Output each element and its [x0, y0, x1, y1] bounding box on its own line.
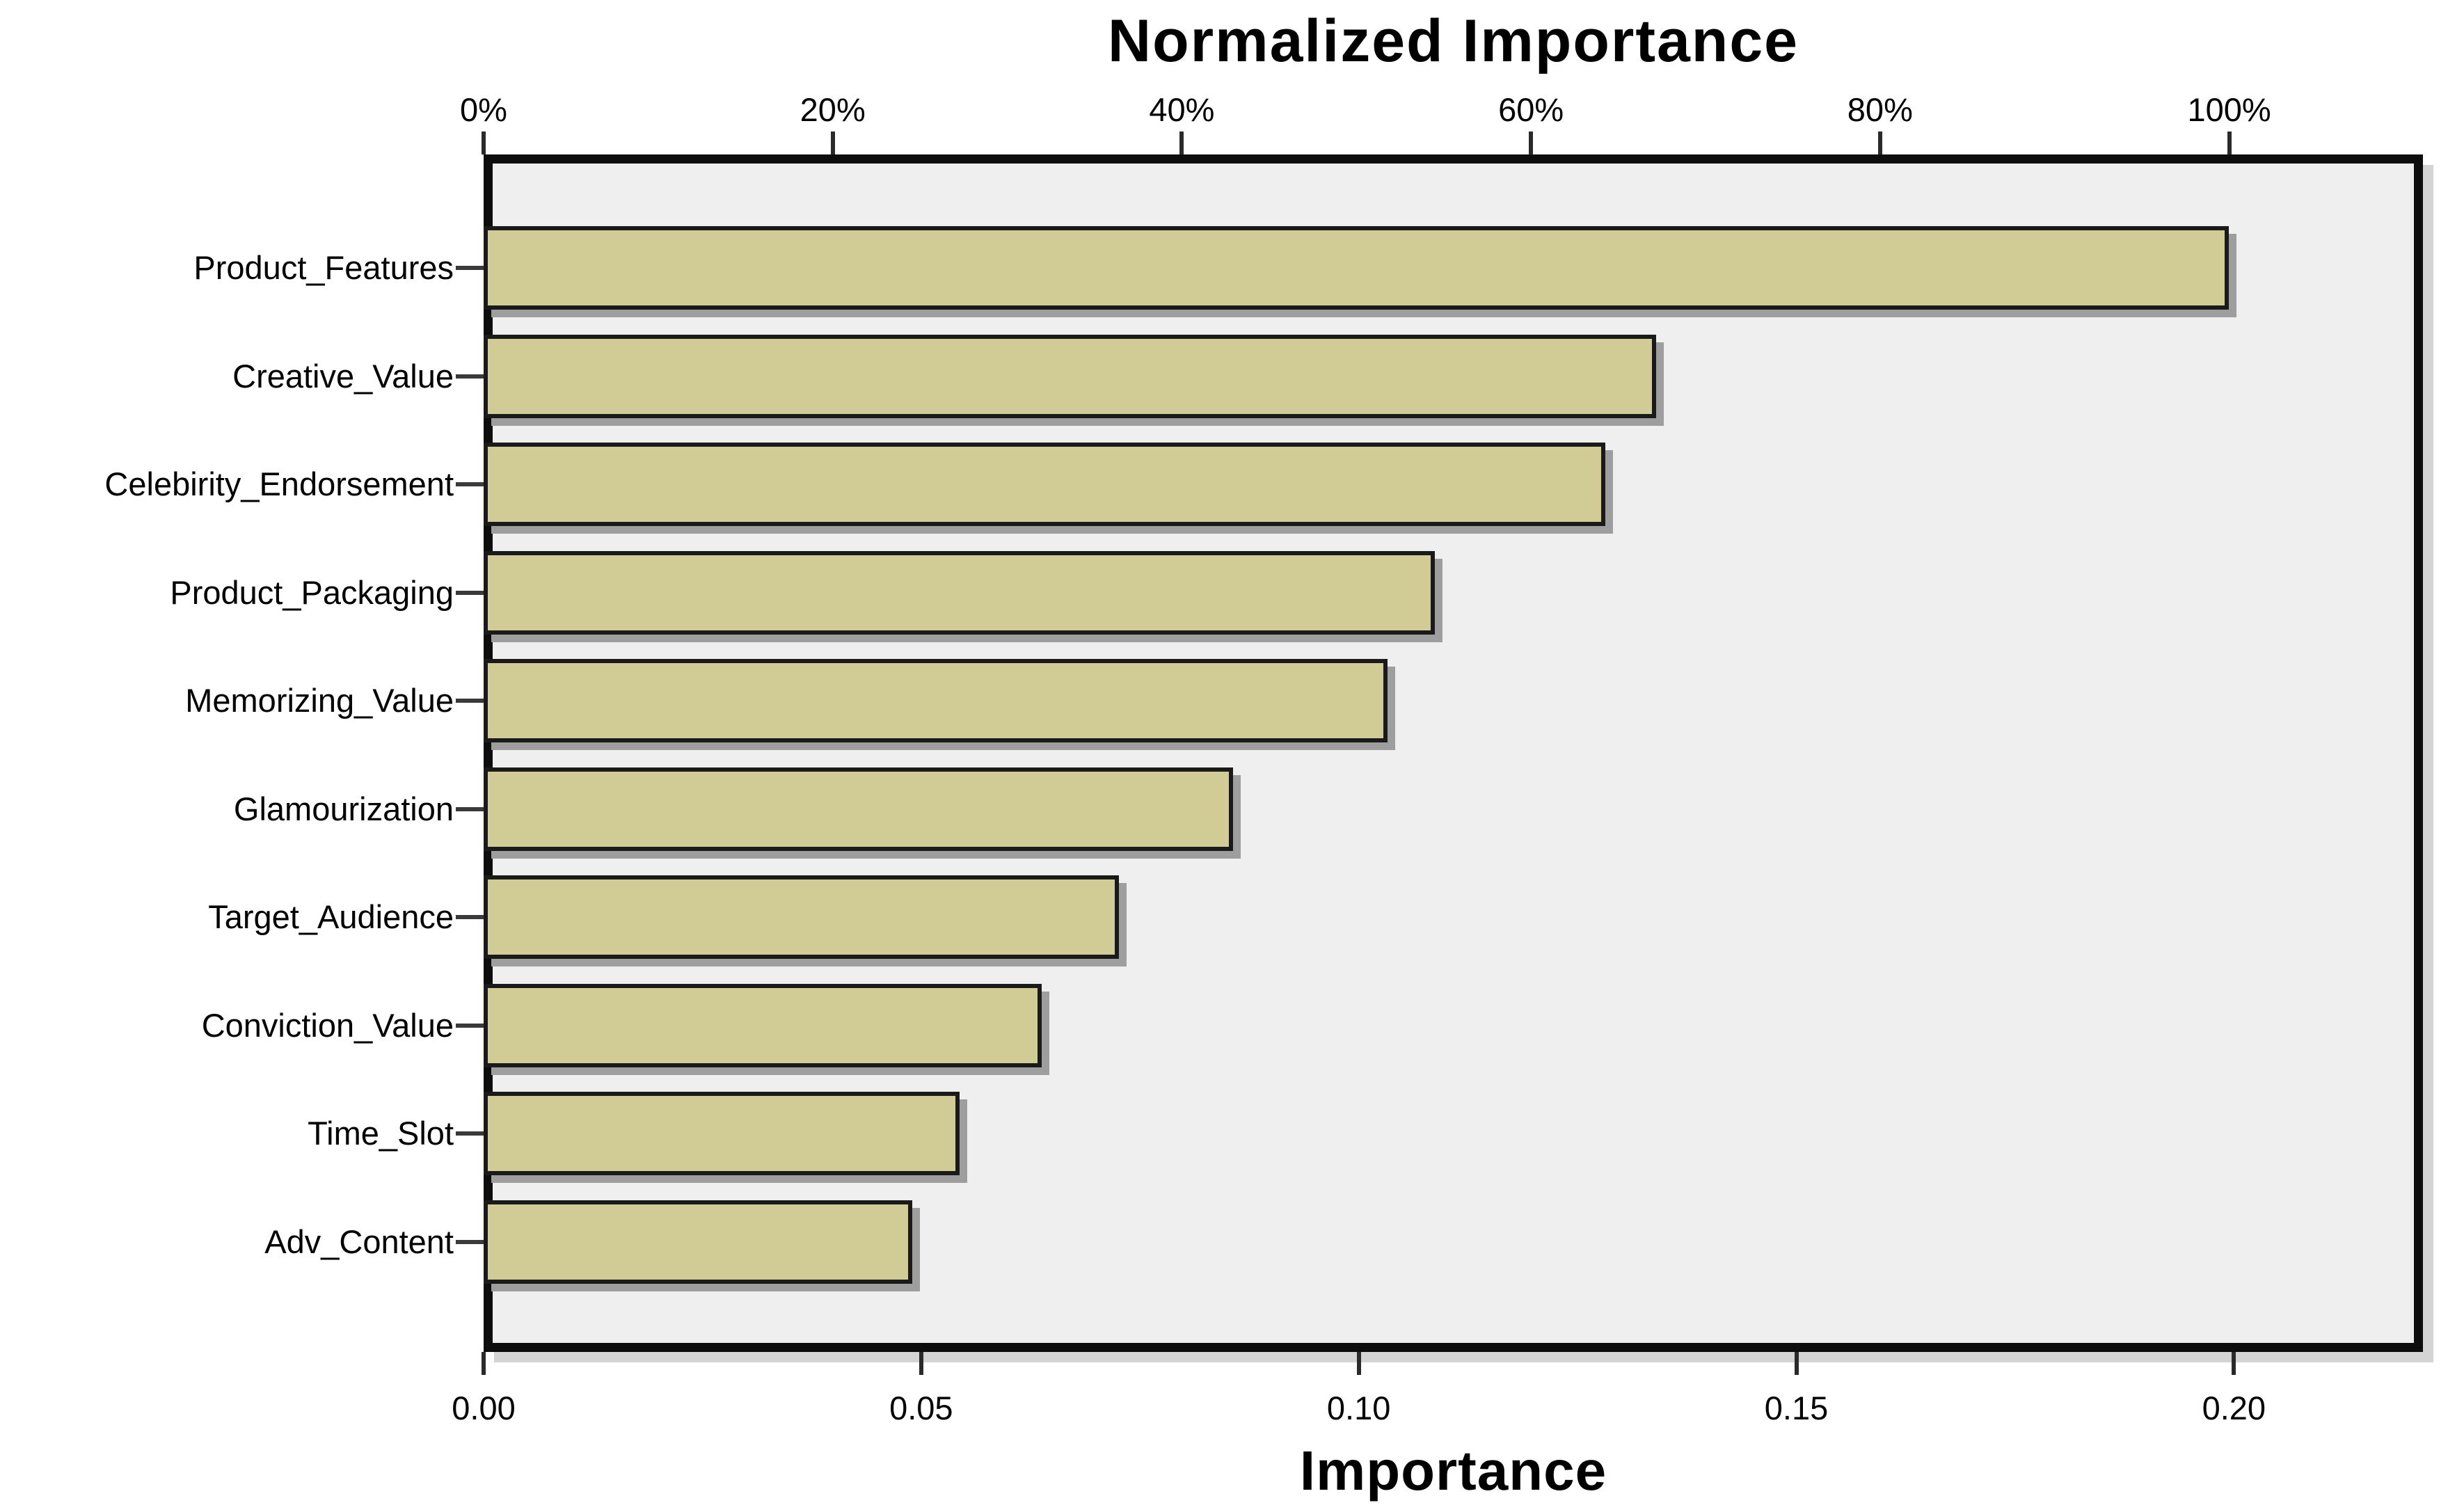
top-axis-tick-label: 100%	[2187, 91, 2271, 128]
y-axis-tick	[456, 1131, 484, 1136]
top-axis-tick	[2227, 132, 2232, 154]
y-axis-tick	[456, 590, 484, 595]
bottom-axis-tick	[482, 1352, 486, 1375]
top-axis-tick	[1179, 132, 1184, 154]
top-axis-tick-label: 40%	[1149, 91, 1215, 128]
importance-bar	[484, 875, 1120, 959]
bottom-axis-tick-label: 0.00	[452, 1390, 516, 1426]
y-axis-tick	[456, 374, 484, 379]
top-axis-tick	[482, 132, 486, 154]
y-axis-tick	[456, 915, 484, 919]
y-category-label: Time_Slot	[308, 1115, 454, 1152]
bottom-axis-tick-label: 0.10	[1326, 1390, 1391, 1426]
importance-bar	[484, 767, 1233, 851]
y-axis-tick	[456, 806, 484, 811]
y-axis-tick	[456, 699, 484, 703]
y-category-label: Memorizing_Value	[185, 682, 454, 719]
bottom-axis-tick	[2232, 1352, 2236, 1375]
y-category-label: Creative_Value	[232, 357, 454, 395]
importance-bar	[484, 1200, 913, 1284]
y-axis-tick	[456, 1239, 484, 1244]
y-axis-tick	[456, 1023, 484, 1028]
y-category-label: Target_Audience	[208, 898, 454, 935]
bottom-axis-tick	[1794, 1352, 1799, 1375]
x-axis-title: Importance	[1299, 1440, 1607, 1502]
importance-bar	[484, 443, 1606, 526]
importance-bar	[484, 334, 1657, 418]
y-category-label: Product_Packaging	[170, 573, 454, 611]
bottom-axis-tick-label: 0.05	[889, 1390, 953, 1426]
bottom-axis-tick	[1356, 1352, 1361, 1375]
top-axis-tick-label: 80%	[1847, 91, 1913, 128]
y-category-label: Product_Features	[193, 249, 454, 286]
top-axis-tick-label: 0%	[460, 91, 507, 128]
bottom-axis-tick-label: 0.20	[2202, 1390, 2266, 1426]
top-axis-tick	[1529, 132, 1534, 154]
y-axis-tick	[456, 266, 484, 270]
y-category-label: Adv_Content	[264, 1223, 454, 1260]
importance-bar	[484, 550, 1436, 635]
top-axis-tick	[1877, 132, 1882, 154]
bottom-axis-tick-label: 0.15	[1764, 1390, 1829, 1426]
top-axis-tick	[830, 132, 835, 154]
importance-bar	[484, 1092, 960, 1175]
chart-title: Normalized Importance	[1108, 8, 1799, 74]
top-axis-tick-label: 60%	[1498, 91, 1564, 128]
importance-bar	[484, 983, 1042, 1067]
importance-bar	[484, 659, 1388, 742]
y-category-label: Celebirity_Endorsement	[104, 465, 454, 502]
y-category-label: Conviction_Value	[201, 1006, 454, 1044]
y-axis-tick	[456, 482, 484, 486]
importance-bar	[484, 226, 2229, 310]
y-category-label: Glamourization	[233, 790, 454, 827]
bottom-axis-tick	[919, 1352, 923, 1375]
top-axis-tick-label: 20%	[800, 91, 866, 128]
